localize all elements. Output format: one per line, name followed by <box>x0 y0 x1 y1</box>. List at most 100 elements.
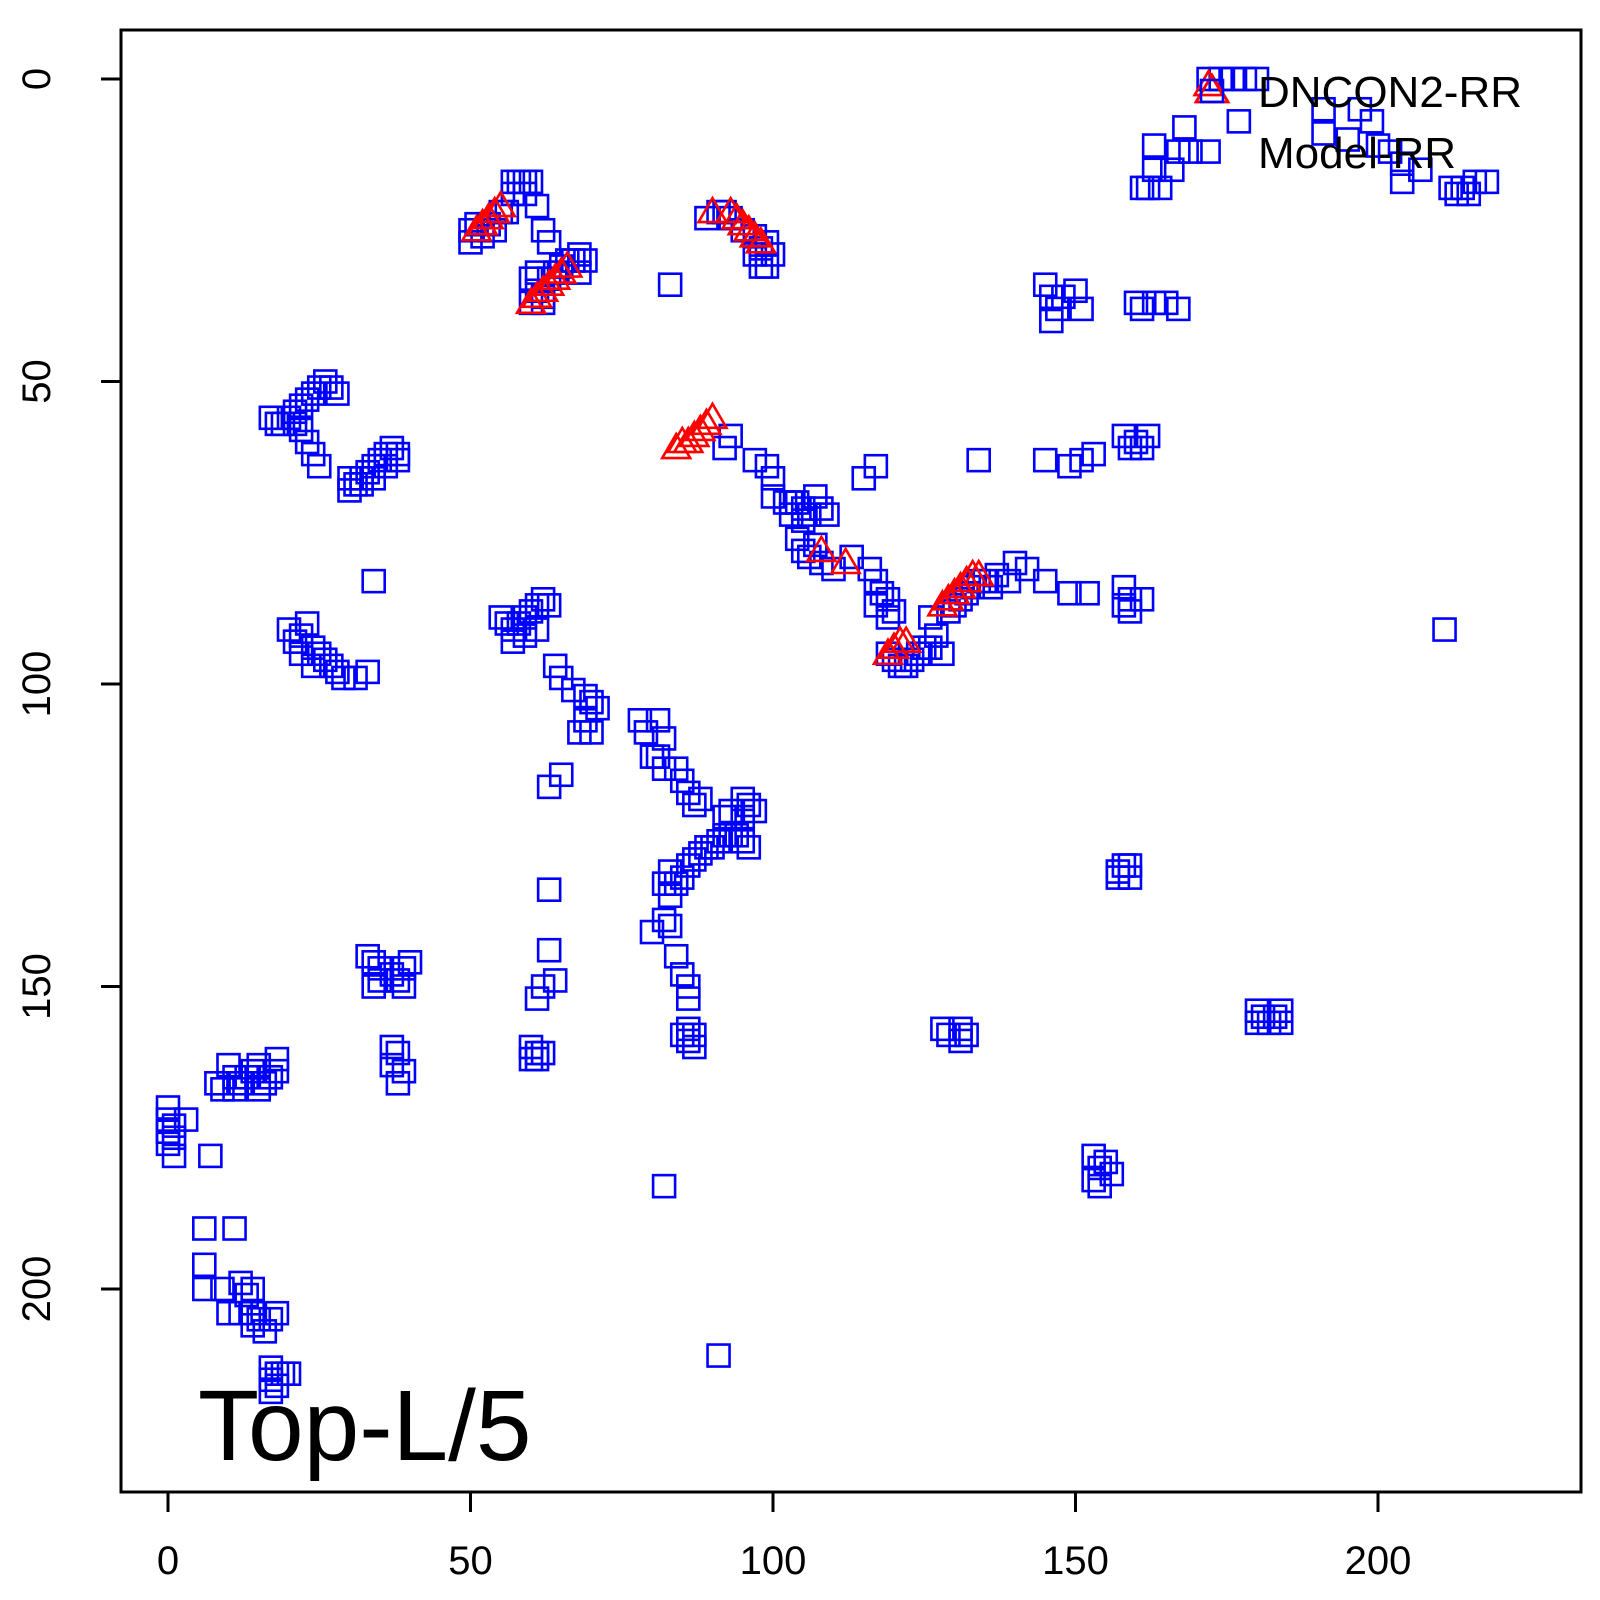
dncon2-rr-point <box>962 558 995 587</box>
legend: DNCON2-RR Model-RR <box>1193 68 1522 178</box>
dncon2-rr-point <box>478 195 511 224</box>
model-rr-point <box>579 689 604 715</box>
model-rr-point <box>1196 139 1221 164</box>
model-rr-point <box>1039 308 1064 334</box>
y-tick-label: 100 <box>15 651 59 718</box>
model-rr-point <box>1311 96 1336 122</box>
model-rr-point <box>651 1173 677 1199</box>
model-rr-point <box>917 605 943 630</box>
model-rr-point <box>724 822 750 848</box>
model-rr-point <box>718 423 743 449</box>
dncon2-rr-point <box>732 213 766 242</box>
model-rr-point <box>663 943 689 969</box>
model-rr-point <box>706 1343 731 1368</box>
model-rr-point <box>300 653 326 679</box>
dncon2-rr-point <box>950 564 983 593</box>
model-rr-point <box>536 593 562 618</box>
legend-label-model-rr: Model-RR <box>1258 129 1456 178</box>
model-rr-point <box>657 913 683 939</box>
model-rr-point <box>639 919 665 945</box>
model-rr-point <box>1311 121 1336 146</box>
model-rr-point <box>1335 127 1361 152</box>
model-rr-point <box>730 828 756 854</box>
model-rr-point <box>234 1282 259 1308</box>
model-rr-point <box>385 447 411 473</box>
model-rr-point <box>657 272 683 298</box>
model-rr-point <box>192 1216 217 1241</box>
model-rr-point <box>1226 109 1252 134</box>
model-rr-point <box>930 641 955 667</box>
model-rr-point <box>706 828 731 854</box>
model-rr-point <box>319 375 344 400</box>
model-rr-point <box>1032 447 1058 473</box>
model-rr-point <box>385 1071 411 1096</box>
model-rr-point <box>688 786 713 812</box>
dncon2-rr-point <box>696 195 729 224</box>
model-rr-point <box>524 986 550 1011</box>
model-rr-point <box>954 1022 979 1048</box>
model-rr-point <box>355 659 380 685</box>
model-rr-point <box>198 1143 223 1169</box>
model-rr-point <box>1389 151 1415 176</box>
model-rr-point <box>1262 1004 1288 1030</box>
model-rr-point <box>1178 139 1203 164</box>
model-rr-point <box>1057 580 1082 606</box>
model-rr-point <box>1032 568 1058 594</box>
dncon2-rr-point <box>805 534 838 563</box>
model-rr-point <box>524 193 550 219</box>
dncon2-rr-point <box>829 546 862 575</box>
model-rr-point <box>645 707 671 733</box>
model-rr-point <box>657 883 683 909</box>
model-rr-point <box>1129 175 1155 201</box>
model-rr-point <box>192 1276 217 1302</box>
model-rr-point <box>1141 133 1167 158</box>
y-tick-label: 0 <box>15 68 59 90</box>
dncon2-rr-point <box>551 249 584 278</box>
model-rr-point <box>222 1216 247 1241</box>
model-rr-point <box>675 986 701 1011</box>
model-rr-point <box>1147 175 1173 201</box>
dncon2-rr-point <box>726 207 760 236</box>
dncon2-rr-point <box>889 625 923 653</box>
model-rr-point <box>936 1022 961 1048</box>
chart-annotation: Top-L/5 <box>198 1370 532 1482</box>
x-axis: 0 50 100 150 200 <box>157 1490 1411 1583</box>
model-rr-point <box>161 1143 187 1169</box>
model-rr-point <box>682 792 707 818</box>
model-rr-point <box>536 877 562 903</box>
model-rr-point <box>325 381 350 406</box>
dncon2-rr-point <box>696 401 729 430</box>
model-rr-point <box>391 974 417 999</box>
model-rr-point <box>760 465 786 491</box>
model-rr-point <box>1359 109 1385 134</box>
legend-label-dncon2-rr: DNCON2-RR <box>1258 68 1522 117</box>
dncon2-rr-point <box>690 407 723 436</box>
model-rr-point <box>367 968 393 993</box>
model-rr-point <box>240 1276 265 1302</box>
dncon2-rr-point <box>720 201 753 230</box>
model-rr-point <box>258 1379 284 1405</box>
model-rr-point <box>1244 66 1270 92</box>
model-rr-point <box>276 1361 302 1386</box>
model-rr-point <box>542 968 568 993</box>
x-tick-label: 100 <box>740 1539 807 1583</box>
x-tick-label: 150 <box>1042 1539 1109 1583</box>
model-rr-point <box>1117 853 1143 878</box>
data-marks <box>155 66 1500 1405</box>
model-rr-point <box>325 659 350 685</box>
model-rr-point <box>548 762 574 788</box>
model-rr-point <box>803 484 828 509</box>
model-rr-point <box>264 1300 290 1326</box>
dncon2-rr-point <box>738 219 772 248</box>
model-rr-point <box>1075 580 1100 606</box>
model-rr-point <box>210 1276 235 1302</box>
model-rr-point <box>1123 290 1149 316</box>
model-rr-point <box>379 1034 405 1060</box>
model-rr-point <box>881 599 907 624</box>
model-rr-point <box>361 974 387 999</box>
model-rr-point <box>742 798 768 824</box>
model-rr-point <box>966 447 992 473</box>
model-rr-point <box>1166 296 1191 322</box>
